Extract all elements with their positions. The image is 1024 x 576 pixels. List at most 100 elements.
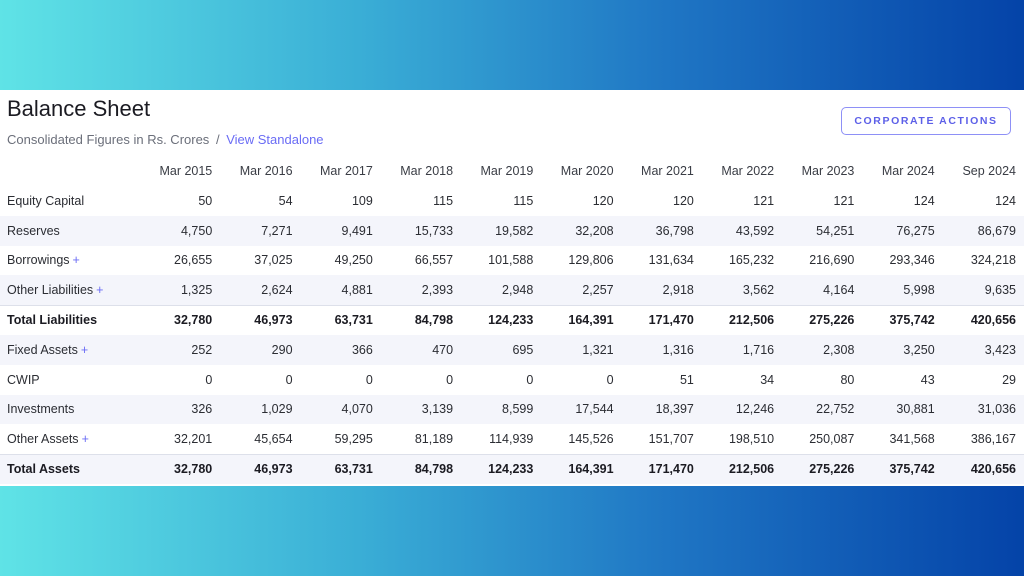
row-label: Equity Capital (0, 186, 140, 216)
table-cell: 114,939 (489, 432, 534, 447)
table-cell: 43,592 (701, 215, 783, 246)
table-cell: 420,656 (942, 453, 1024, 484)
column-header: Mar 2022 (721, 164, 775, 178)
row-label: Total Liabilities (0, 304, 140, 335)
table-cell: 12,246 (701, 394, 783, 425)
row-label-text: Other Liabilities (7, 283, 94, 298)
table-cell: 4,070 (300, 394, 381, 425)
table-cell: 4,164 (782, 275, 863, 306)
table-cell: 171,470 (621, 304, 702, 335)
table-cell: 0 (365, 372, 373, 387)
table-cell: 171,470 (621, 453, 702, 484)
table-cell: 164,391 (541, 304, 622, 335)
column-header: Mar 2019 (480, 164, 534, 178)
table-cell: 165,232 (728, 253, 775, 268)
table-cell: 37,025 (254, 253, 293, 268)
table-cell: 124,233 (461, 304, 542, 335)
table-row: CWIP 0 0 0 0 0 0 51 34 80 43 29 (0, 365, 1024, 395)
table-cell: 15,733 (380, 215, 462, 246)
row-label-text: Fixed Assets (7, 342, 78, 357)
table-cell: 46,973 (220, 304, 301, 335)
column-header: Mar 2023 (801, 164, 855, 178)
corporate-actions-button[interactable]: CORPORATE ACTIONS (841, 107, 1011, 135)
table-cell: 216,690 (809, 253, 855, 268)
table-cell: 1,716 (701, 334, 783, 365)
table-cell: 386,167 (970, 432, 1016, 447)
table-cell: 4,750 (140, 215, 221, 246)
table-cell: 164,391 (541, 453, 622, 484)
table-cell: 5,998 (862, 275, 943, 306)
table-cell: 109 (351, 193, 373, 208)
table-cell: 275,226 (782, 304, 863, 335)
table-cell: 470 (380, 334, 462, 365)
table-cell: 45,654 (254, 432, 293, 447)
expand-plus-icon[interactable]: + (80, 342, 89, 357)
table-cell: 2,393 (380, 275, 462, 306)
row-label-text: Investments (7, 402, 75, 417)
table-header-row: Mar 2015 Mar 2016 Mar 2017 Mar 2018 Mar 2019… (0, 156, 1024, 186)
table-cell: 290 (220, 334, 301, 365)
table-cell: 18,397 (621, 394, 702, 425)
table-cell: 3,423 (942, 334, 1024, 365)
table-cell: 0 (446, 372, 454, 387)
table-cell: 129,806 (568, 253, 614, 268)
column-header: Mar 2018 (400, 164, 454, 178)
row-label: Total Assets (0, 453, 140, 484)
table-cell: 115 (513, 193, 534, 208)
table-cell: 84,798 (380, 304, 462, 335)
table-cell: 32,208 (541, 215, 622, 246)
table-cell: 36,798 (621, 215, 702, 246)
column-header: Mar 2020 (560, 164, 614, 178)
table-row[interactable]: Borrowings +26,655 37,025 49,250 66,557 101,5… (0, 246, 1024, 276)
table-cell: 32,780 (140, 304, 221, 335)
row-label-text: Equity Capital (7, 193, 85, 208)
table-cell: 54 (278, 193, 293, 208)
table-cell: 341,568 (889, 432, 935, 447)
table-cell: 9,635 (942, 275, 1024, 306)
table-cell: 34 (760, 372, 775, 387)
view-standalone-link[interactable]: View Standalone (226, 132, 324, 147)
table-row: Equity Capital 50 54 109 115 115 120 120 121 121 1… (0, 186, 1024, 216)
table-cell: 0 (285, 372, 293, 387)
table-cell: 66,557 (414, 253, 454, 268)
table-cell: 4,881 (300, 275, 381, 306)
row-label-text: Reserves (7, 223, 60, 238)
expand-plus-icon[interactable]: + (72, 253, 80, 268)
table-cell: 3,139 (380, 394, 462, 425)
table-cell: 198,510 (728, 432, 775, 447)
table-cell: 151,707 (648, 432, 694, 447)
column-header: Mar 2017 (319, 164, 373, 178)
table-cell: 2,624 (220, 275, 301, 306)
table-cell: 19,582 (461, 215, 542, 246)
table-cell: 115 (433, 193, 454, 208)
table-cell: 101,588 (488, 253, 534, 268)
table-cell: 1,029 (220, 394, 301, 425)
table-cell: 120 (592, 193, 614, 208)
table-row[interactable]: Other Liabilities +1,325 2,624 4,881 2,393 2,… (0, 275, 1024, 306)
table-cell: 29 (1002, 372, 1016, 387)
table-cell: 1,316 (621, 334, 702, 365)
table-row[interactable]: Other Assets +32,201 45,654 59,295 81,189 114… (0, 424, 1024, 454)
table-cell: 252 (140, 334, 221, 365)
table-cell: 49,250 (334, 253, 373, 268)
expand-plus-icon[interactable]: + (81, 432, 89, 447)
table-cell: 2,948 (461, 275, 542, 306)
table-cell: 84,798 (380, 453, 462, 484)
column-header: Mar 2016 (239, 164, 293, 178)
header-label-cell (0, 156, 140, 186)
table-row[interactable]: Fixed Assets +252 290 366 470 695 1,321 1,316 1,… (0, 334, 1024, 365)
table-cell: 145,526 (568, 432, 614, 447)
table-cell: 275,226 (782, 453, 863, 484)
table-cell: 30,881 (862, 394, 943, 425)
table-cell: 131,634 (648, 253, 694, 268)
column-header: Sep 2024 (962, 164, 1016, 178)
table-cell: 420,656 (942, 304, 1024, 335)
table-cell: 212,506 (701, 304, 783, 335)
table-cell: 26,655 (174, 253, 213, 268)
table-cell: 81,189 (414, 432, 454, 447)
row-label: Investments (0, 394, 140, 425)
table-cell: 51 (679, 372, 694, 387)
expand-plus-icon[interactable]: + (96, 283, 104, 298)
balance-sheet-panel: Balance Sheet Consolidated Figures in Rs… (0, 90, 1024, 486)
subtitle-text: Consolidated Figures in Rs. Crores (7, 132, 210, 147)
